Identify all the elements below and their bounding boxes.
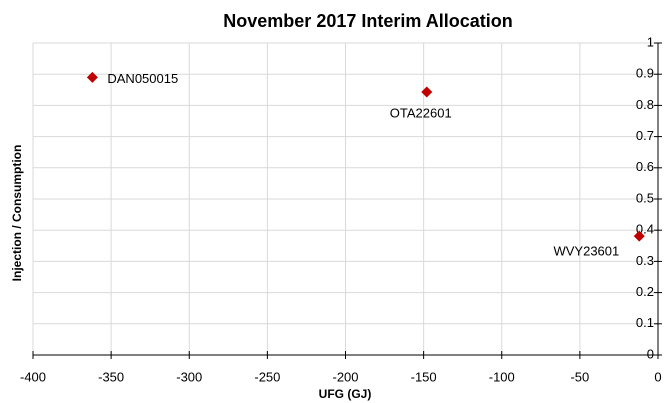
x-tick-label: -250	[254, 369, 280, 384]
x-tick-label: -50	[570, 369, 589, 384]
x-axis-title: UFG (GJ)	[319, 387, 372, 401]
x-tick-label: -300	[176, 369, 202, 384]
x-tick-label: -350	[98, 369, 124, 384]
y-tick-label: 1	[647, 34, 654, 49]
y-tick-label: 0.8	[636, 97, 654, 112]
y-tick-label: 0.7	[636, 128, 654, 143]
y-tick-label: 0.6	[636, 159, 654, 174]
point-label: WVY23601	[553, 244, 619, 259]
point	[86, 71, 98, 83]
x-tick-label: -150	[411, 369, 437, 384]
x-tick-label: -100	[489, 369, 515, 384]
point-label: OTA22601	[390, 105, 452, 120]
point-label: DAN050015	[107, 71, 178, 86]
y-tick-label: 0.5	[636, 190, 654, 205]
point	[421, 86, 433, 98]
y-axis-title: Injection / Consumption	[10, 145, 24, 282]
x-tick-label: 0	[654, 369, 661, 384]
y-tick-label: 0.9	[636, 66, 654, 81]
y-tick-label: 0.2	[636, 284, 654, 299]
point	[633, 230, 645, 242]
y-tick-label: 0.1	[636, 315, 654, 330]
y-tick-label: 0.3	[636, 253, 654, 268]
x-tick-label: -200	[332, 369, 358, 384]
y-tick-label: 0	[647, 346, 654, 361]
x-tick-label: -400	[20, 369, 46, 384]
chart-title: November 2017 Interim Allocation	[223, 11, 512, 31]
